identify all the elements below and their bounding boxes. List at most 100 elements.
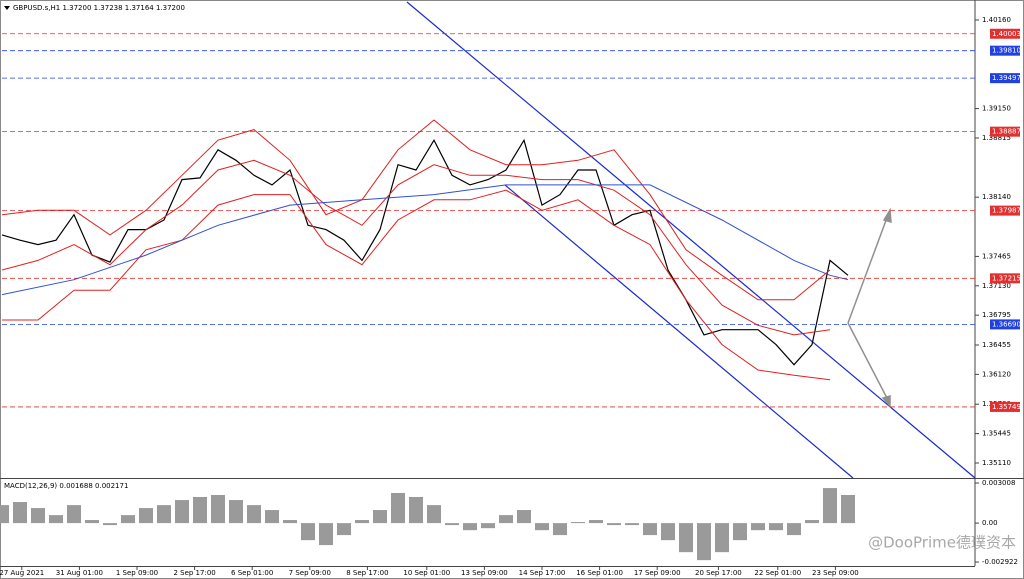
level-tag (990, 45, 1020, 56)
histogram-bar (661, 523, 675, 541)
histogram-bar (175, 500, 189, 524)
histogram-bar (787, 523, 801, 536)
chart-title: GBPUSD.s,H1 1.37200 1.37238 1.37164 1.37… (13, 4, 185, 12)
indicator-line (1, 119, 831, 301)
x-tick-label: 8 Sep 17:00 (346, 569, 388, 577)
histogram-bar (0, 505, 9, 524)
histogram-bar (445, 523, 459, 526)
histogram-bar (409, 496, 423, 524)
histogram-bar (157, 505, 171, 524)
histogram-bar (193, 496, 207, 524)
histogram-bar (823, 488, 837, 524)
x-tick-label: 1 Sep 09:00 (116, 569, 158, 577)
histogram-bar (715, 523, 729, 553)
channel-line (504, 184, 854, 479)
histogram-bar (283, 520, 297, 524)
level-label: 1.39497 (992, 74, 1021, 82)
y-tick-label: 1.36455 (982, 341, 1011, 349)
projection-arrows (847, 207, 892, 408)
histogram-bar (67, 505, 81, 524)
arrow-head (882, 207, 892, 224)
y-tick-label: 0.00 (982, 519, 998, 527)
level-label: 1.37215 (992, 274, 1021, 282)
histogram-bar (841, 494, 855, 524)
histogram-bar (319, 523, 333, 546)
arrow-down (847, 322, 889, 401)
histogram-bar (679, 523, 693, 553)
x-tick-label: 2 Sep 17:00 (173, 569, 215, 577)
histogram-bar (517, 510, 531, 524)
histogram-bar (607, 523, 621, 526)
histogram-bar (625, 523, 639, 526)
level-tag (990, 205, 1020, 216)
histogram-bar (697, 523, 711, 561)
histogram-bar (355, 520, 369, 524)
histogram-bar (805, 520, 819, 524)
y-tick-label: 1.35110 (982, 459, 1011, 467)
histogram-bar (751, 523, 765, 531)
histogram-bar (499, 515, 513, 524)
y-tick-label: 1.36795 (982, 311, 1011, 319)
y-tick-label: 1.37130 (982, 282, 1011, 290)
y-tick-label: 1.37465 (982, 252, 1011, 260)
histogram-bar (103, 523, 117, 526)
x-tick-label: 10 Sep 01:00 (403, 569, 450, 577)
histogram-bar (49, 515, 63, 524)
y-tick-label: 1.35445 (982, 430, 1011, 438)
level-tag (990, 273, 1020, 284)
macd-title: MACD(12,26,9) 0.001688 0.002171 (4, 482, 128, 490)
histogram-bar (265, 510, 279, 524)
histogram-bar (643, 523, 657, 536)
channel-line (406, 1, 976, 479)
level-tag (990, 28, 1020, 39)
x-tick-label: 16 Sep 01:00 (576, 569, 623, 577)
histogram-bar (481, 523, 495, 529)
histogram-bar (247, 505, 261, 524)
histogram-bar (589, 520, 603, 524)
histogram-bar (13, 502, 27, 524)
x-tick-label: 23 Sep 09:00 (812, 569, 859, 577)
x-tick-label: 13 Sep 09:00 (461, 569, 508, 577)
arrow-head (881, 395, 891, 408)
histogram-bar (463, 523, 477, 531)
level-tag (990, 126, 1020, 137)
histogram-bar (391, 492, 405, 524)
level-label: 1.36690 (992, 320, 1021, 328)
histogram-bar (211, 494, 225, 524)
histogram-bar (121, 515, 135, 524)
level-label: 1.37987 (992, 207, 1021, 215)
level-tag (990, 73, 1020, 84)
indicator-line (1, 184, 849, 296)
indicator-line (1, 159, 831, 336)
watermark: @DooPrime德璞资本 (868, 534, 1016, 552)
x-tick-label: 17 Sep 09:00 (634, 569, 681, 577)
x-tick-label: 14 Sep 17:00 (519, 569, 566, 577)
price-line (1, 138, 849, 366)
y-tick-label: 1.40160 (982, 16, 1011, 24)
histogram-bar (769, 523, 783, 531)
y-tick-label: 1.39150 (982, 105, 1011, 113)
indicator-line (2, 189, 831, 381)
y-tick-label: -0.002922 (982, 558, 1018, 566)
histogram-bar (31, 508, 45, 524)
histogram-bar (337, 523, 351, 536)
symbol-marker (4, 6, 10, 10)
y-tick-label: 1.38815 (982, 134, 1011, 142)
level-tag (990, 319, 1020, 330)
x-tick-label: 22 Sep 01:00 (754, 569, 801, 577)
y-tick-label: 1.36120 (982, 370, 1011, 378)
level-label: 1.40003 (992, 30, 1021, 38)
x-tick-label: 6 Sep 01:00 (231, 569, 273, 577)
histogram-bar (535, 523, 549, 531)
x-tick-label: 31 Aug 01:00 (56, 569, 103, 577)
level-tag (990, 401, 1020, 412)
histogram-bar (427, 505, 441, 524)
histogram-bar (85, 520, 99, 524)
histogram-bar (571, 522, 585, 524)
level-label: 1.38887 (992, 128, 1021, 136)
histogram-bar (733, 523, 747, 541)
level-label: 1.39810 (992, 47, 1021, 55)
y-tick-label: 0.003008 (982, 479, 1015, 487)
